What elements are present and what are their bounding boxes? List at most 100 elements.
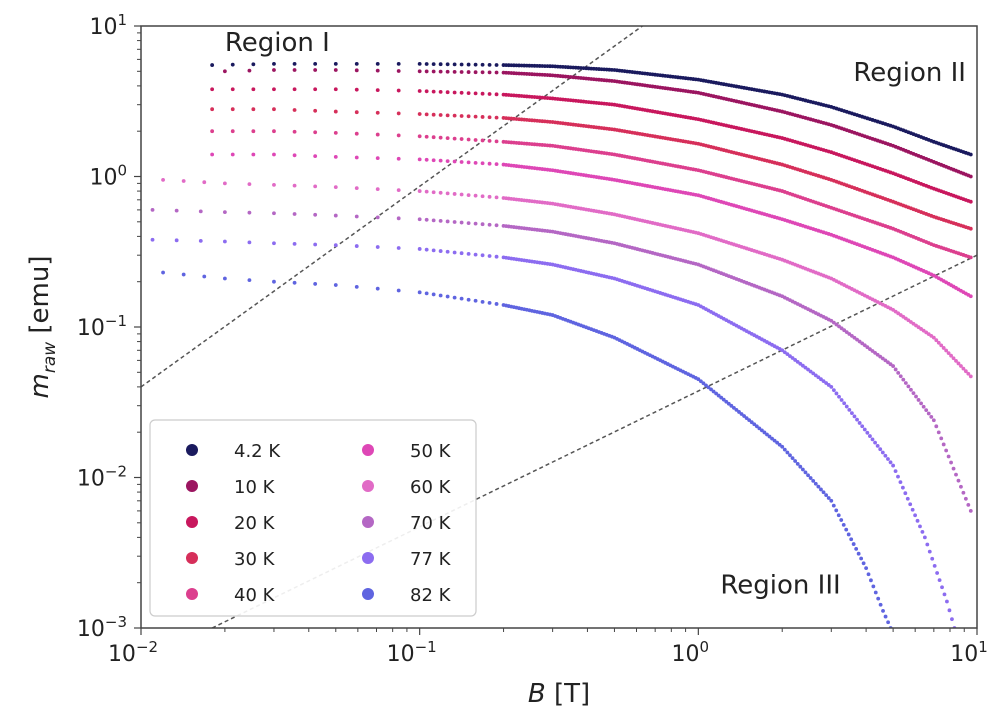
data-point xyxy=(459,220,464,225)
data-point xyxy=(918,524,922,529)
data-point xyxy=(844,404,849,409)
data-point xyxy=(354,87,359,92)
data-point xyxy=(864,566,869,571)
data-point xyxy=(438,293,443,298)
data-point xyxy=(829,384,834,389)
data-point xyxy=(754,424,759,429)
data-point xyxy=(868,434,872,438)
data-point xyxy=(292,212,297,216)
data-point xyxy=(855,417,859,422)
data-point xyxy=(150,237,155,242)
legend-entry-label: 4.2 K xyxy=(234,441,281,462)
data-point xyxy=(494,70,499,75)
data-point xyxy=(251,62,256,67)
data-point xyxy=(466,160,471,165)
data-point xyxy=(893,469,898,474)
data-point xyxy=(473,193,478,198)
data-point xyxy=(202,274,207,279)
data-point xyxy=(396,88,401,93)
data-point xyxy=(473,298,478,303)
data-point xyxy=(961,366,966,371)
data-point xyxy=(198,239,203,243)
data-point xyxy=(931,335,936,340)
data-point xyxy=(313,154,318,158)
data-point xyxy=(452,295,457,300)
data-point xyxy=(831,503,836,508)
data-point xyxy=(473,160,478,165)
y-axis-label: mraw [emu] xyxy=(25,256,60,399)
data-point xyxy=(724,399,729,404)
data-point xyxy=(487,194,492,199)
data-point xyxy=(431,69,436,74)
data-point xyxy=(161,270,165,275)
data-point xyxy=(251,107,256,112)
data-point xyxy=(459,296,464,301)
data-point xyxy=(480,222,485,227)
data-point xyxy=(803,365,808,370)
series-10-k xyxy=(222,68,973,179)
data-point xyxy=(466,297,471,302)
x-tick-label: 10−2 xyxy=(108,638,158,667)
data-point xyxy=(375,286,380,291)
data-point xyxy=(849,537,854,542)
data-point xyxy=(939,436,944,441)
data-point xyxy=(445,219,450,224)
data-point xyxy=(210,63,215,67)
data-point xyxy=(865,430,870,435)
data-point xyxy=(954,472,958,477)
data-point xyxy=(951,356,956,361)
data-point xyxy=(494,223,499,228)
data-point xyxy=(846,532,851,537)
region-label: Region II xyxy=(853,58,966,88)
data-point xyxy=(875,444,880,448)
data-point xyxy=(911,391,916,396)
data-point xyxy=(891,463,896,468)
legend-marker xyxy=(186,480,198,492)
data-point xyxy=(775,440,780,445)
data-point xyxy=(292,62,297,66)
data-point xyxy=(844,527,849,532)
legend-frame xyxy=(149,419,477,617)
data-point xyxy=(821,379,826,384)
data-point xyxy=(896,370,901,375)
data-point xyxy=(396,156,401,161)
x-tick-label: 101 xyxy=(950,638,988,667)
data-point xyxy=(459,160,464,164)
data-point xyxy=(808,476,813,480)
data-point xyxy=(438,249,443,253)
data-point xyxy=(714,391,719,396)
data-point xyxy=(438,69,443,74)
data-point xyxy=(806,367,810,372)
data-point xyxy=(292,129,297,134)
data-point xyxy=(222,181,227,186)
data-point xyxy=(901,377,906,382)
data-point xyxy=(800,363,805,368)
data-point xyxy=(292,87,297,92)
data-point xyxy=(473,221,478,226)
data-point xyxy=(821,490,826,495)
data-point xyxy=(466,221,471,226)
data-point xyxy=(445,69,450,74)
data-point xyxy=(247,182,252,187)
data-point xyxy=(757,426,762,431)
data-point xyxy=(836,513,841,518)
data-point xyxy=(861,561,866,566)
data-point xyxy=(777,442,782,447)
data-point xyxy=(747,418,752,423)
data-point xyxy=(913,513,917,518)
data-point xyxy=(934,338,939,343)
data-point xyxy=(452,220,457,224)
data-point xyxy=(375,245,380,249)
data-point xyxy=(466,114,471,119)
data-point xyxy=(230,129,235,134)
data-point xyxy=(798,464,803,469)
data-point xyxy=(150,207,155,212)
data-point xyxy=(765,432,769,437)
data-point xyxy=(445,294,450,299)
data-point xyxy=(932,563,937,568)
data-point xyxy=(925,542,930,547)
data-point xyxy=(438,135,443,140)
data-point xyxy=(424,247,429,252)
data-point xyxy=(473,91,478,96)
data-point xyxy=(968,174,973,179)
